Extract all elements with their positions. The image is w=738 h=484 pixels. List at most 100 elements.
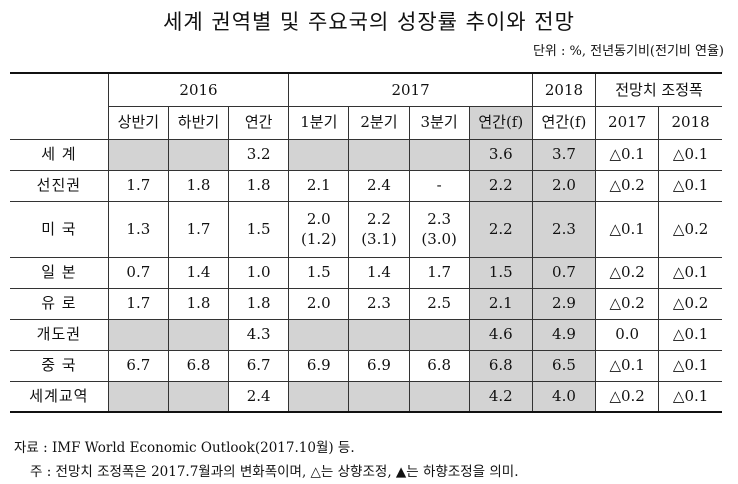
- row-label: 미 국: [10, 200, 109, 258]
- cell-q1-annualized: (1.2): [301, 230, 337, 248]
- row-label: 세계교역: [10, 380, 109, 413]
- cell-adj2018: △0.1: [658, 380, 722, 413]
- cell-q2: [348, 318, 410, 351]
- cell-q3: [408, 138, 470, 171]
- cell-h2: 1.8: [167, 287, 230, 320]
- cell-q1: [288, 380, 350, 413]
- cell-f2017: 1.5: [468, 256, 533, 289]
- cell-q2: 1.4: [348, 256, 410, 289]
- cell-q3: -: [408, 169, 470, 202]
- header-row-periods: 상반기 하반기 연간 1분기 2분기 3분기 연간(f) 연간(f) 2017 …: [10, 105, 722, 140]
- page-title: 세계 권역별 및 주요국의 성장률 추이와 전망: [163, 10, 575, 34]
- header-2018: 2018: [531, 72, 597, 107]
- header-adj-2018: 2018: [658, 105, 722, 140]
- header-h2: 하반기: [167, 105, 230, 140]
- table-row: 미 국 1.3 1.7 1.5 2.0 (1.2) 2.2 (3.1) 2.3 …: [10, 200, 722, 258]
- cell-adj2018: △0.1: [658, 349, 722, 382]
- growth-table: 2016 2017 2018 전망치 조정폭 상반기 하반기 연간 1분기 2분…: [10, 72, 722, 413]
- cell-adj2018: △0.1: [658, 169, 722, 202]
- cell-annual: 3.2: [228, 138, 290, 171]
- cell-q3-value: 2.3: [427, 209, 452, 228]
- cell-q1: 1.5: [288, 256, 350, 289]
- cell-adj2017: △0.2: [595, 287, 660, 320]
- cell-q3: [408, 380, 470, 413]
- cell-adj2018: △0.2: [658, 200, 722, 258]
- header-annual-f-2018: 연간(f): [531, 105, 597, 140]
- cell-h1: 0.7: [107, 256, 169, 289]
- cell-f2018: 4.0: [531, 380, 597, 413]
- cell-q3: 6.8: [408, 349, 470, 382]
- cell-annual: 1.8: [228, 169, 290, 202]
- cell-h2: [167, 380, 230, 413]
- cell-q1: [288, 318, 350, 351]
- table-row: 일 본 0.7 1.4 1.0 1.5 1.4 1.7 1.5 0.7 △0.2…: [10, 256, 722, 289]
- source-note: 자료 : IMF World Economic Outlook(2017.10월…: [14, 440, 355, 456]
- cell-q1: [288, 138, 350, 171]
- row-label: 일 본: [10, 256, 109, 289]
- cell-annual: 4.3: [228, 318, 290, 351]
- cell-h2: 6.8: [167, 349, 230, 382]
- cell-f2018: 2.9: [531, 287, 597, 320]
- cell-h1: [107, 380, 169, 413]
- cell-h2: 1.8: [167, 169, 230, 202]
- table-row: 세계교역 2.4 4.2 4.0 △0.2 △0.1: [10, 380, 722, 413]
- cell-annual: 2.4: [228, 380, 290, 413]
- cell-h1: 1.7: [107, 287, 169, 320]
- cell-f2018: 2.0: [531, 169, 597, 202]
- cell-q2-value: 2.2: [367, 209, 391, 228]
- cell-f2017: 3.6: [468, 138, 533, 171]
- cell-adj2018: △0.1: [658, 318, 722, 351]
- table-row: 선진권 1.7 1.8 1.8 2.1 2.4 - 2.2 2.0 △0.2 △…: [10, 169, 722, 202]
- cell-f2017: 4.6: [468, 318, 533, 351]
- cell-annual: 1.8: [228, 287, 290, 320]
- header-corner: [10, 72, 109, 140]
- cell-q2: 2.2 (3.1): [348, 200, 410, 258]
- cell-adj2017: △0.1: [595, 138, 660, 171]
- row-label: 선진권: [10, 169, 109, 202]
- cell-h2: [167, 318, 230, 351]
- cell-f2017: 2.2: [468, 200, 533, 258]
- cell-q2: 2.3: [348, 287, 410, 320]
- cell-adj2017: △0.1: [595, 349, 660, 382]
- cell-q2: [348, 380, 410, 413]
- header-adj-2017: 2017: [595, 105, 660, 140]
- footnote: 주 : 전망치 조정폭은 2017.7월과의 변화폭이며, △는 상향조정, ▲…: [30, 464, 519, 480]
- cell-adj2017: 0.0: [595, 318, 660, 351]
- cell-q3: 2.3 (3.0): [408, 200, 470, 258]
- cell-annual: 6.7: [228, 349, 290, 382]
- cell-q3: 2.5: [408, 287, 470, 320]
- header-q2: 2분기: [348, 105, 410, 140]
- cell-q2: [348, 138, 410, 171]
- cell-h1: [107, 138, 169, 171]
- row-label: 중 국: [10, 349, 109, 382]
- header-2017: 2017: [288, 72, 533, 107]
- header-adjust: 전망치 조정폭: [595, 72, 722, 107]
- cell-q2: 2.4: [348, 169, 410, 202]
- cell-f2018: 6.5: [531, 349, 597, 382]
- cell-h1: 1.7: [107, 169, 169, 202]
- cell-adj2018: △0.1: [658, 256, 722, 289]
- cell-q3: 1.7: [408, 256, 470, 289]
- table-row: 세 계 3.2 3.6 3.7 △0.1 △0.1: [10, 138, 722, 171]
- header-2016: 2016: [107, 72, 290, 107]
- cell-q1: 6.9: [288, 349, 350, 382]
- cell-f2018: 2.3: [531, 200, 597, 258]
- cell-adj2017: △0.2: [595, 380, 660, 413]
- cell-f2017: 6.8: [468, 349, 533, 382]
- cell-f2017: 2.1: [468, 287, 533, 320]
- table-row: 유 로 1.7 1.8 1.8 2.0 2.3 2.5 2.1 2.9 △0.2…: [10, 287, 722, 320]
- cell-adj2018: △0.1: [658, 138, 722, 171]
- cell-q3: [408, 318, 470, 351]
- cell-h1: 1.3: [107, 200, 169, 258]
- header-q1: 1분기: [288, 105, 350, 140]
- header-h1: 상반기: [107, 105, 169, 140]
- cell-f2018: 0.7: [531, 256, 597, 289]
- row-label: 유 로: [10, 287, 109, 320]
- cell-annual: 1.5: [228, 200, 290, 258]
- row-label: 세 계: [10, 138, 109, 171]
- header-annual-f-2017: 연간(f): [468, 105, 533, 140]
- cell-q2: 6.9: [348, 349, 410, 382]
- cell-adj2017: △0.2: [595, 169, 660, 202]
- cell-q1-value: 2.0: [306, 209, 331, 228]
- cell-adj2018: △0.2: [658, 287, 722, 320]
